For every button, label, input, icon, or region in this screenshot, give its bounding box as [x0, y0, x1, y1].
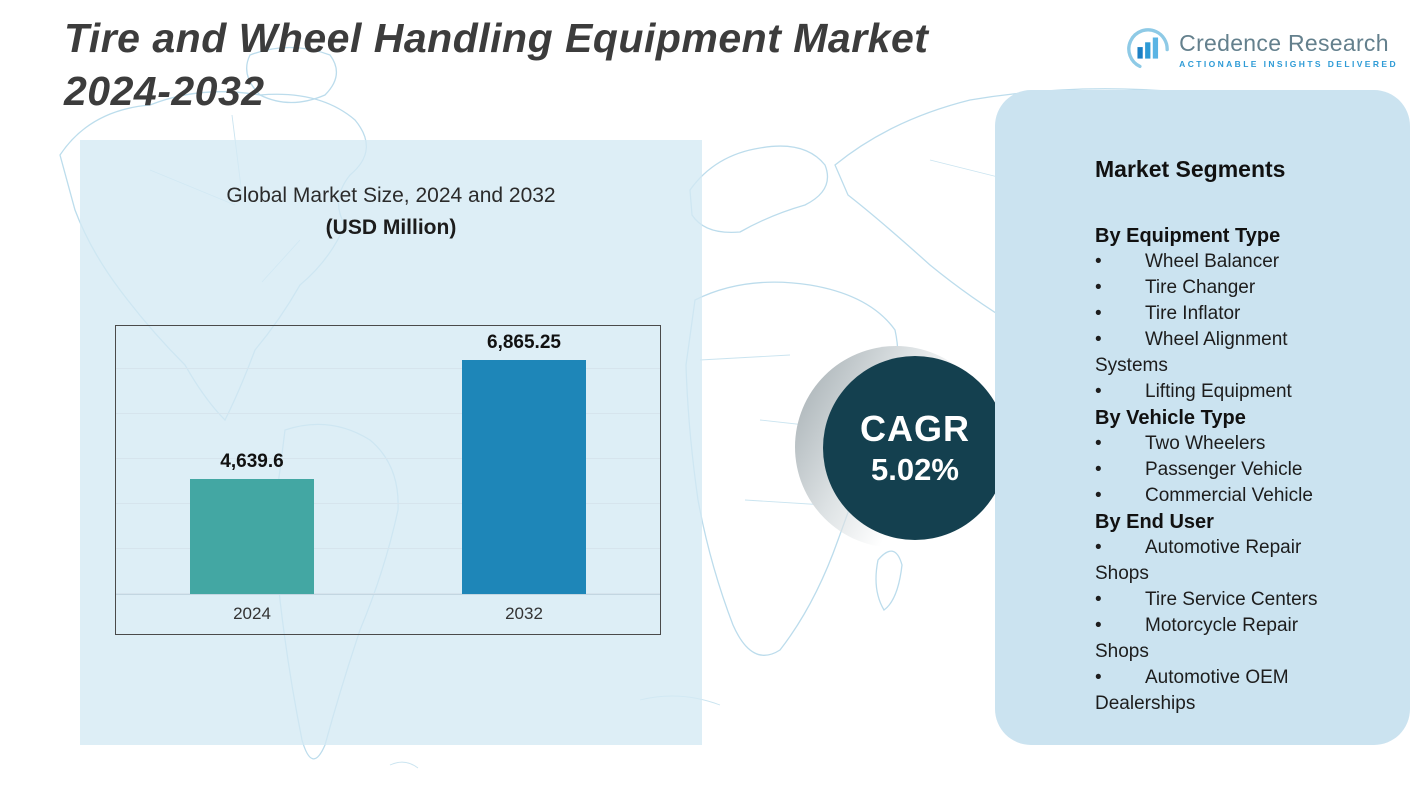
bar-chart: 4,639.6 6,865.25 2024 2032: [115, 325, 661, 635]
cagr-circle: CAGR 5.02%: [823, 356, 1007, 540]
bar-chart-x-axis: 2024 2032: [116, 595, 660, 633]
page-title-line1: Tire and Wheel Handling Equipment Market: [64, 15, 929, 61]
market-segments-panel: Market Segments By Equipment Type Wheel …: [995, 90, 1410, 745]
x-label-2032: 2032: [505, 604, 543, 623]
segment-item: Lifting Equipment: [1095, 379, 1352, 405]
segment-item: Two Wheelers: [1095, 431, 1352, 457]
cagr-badge: CAGR 5.02%: [795, 342, 1017, 564]
x-label-2024: 2024: [233, 604, 271, 623]
segment-item: Tire Changer: [1095, 275, 1352, 301]
bar-chart-plot-area: 4,639.6 6,865.25: [116, 326, 660, 595]
logo-tagline: Actionable Insights Delivered: [1179, 58, 1398, 69]
segment-group-title: By Equipment Type: [1095, 225, 1281, 247]
segment-item: Motorcycle Repair Shops: [1095, 613, 1352, 665]
segment-group-title: By End User: [1095, 511, 1214, 533]
segment-item: Passenger Vehicle: [1095, 457, 1352, 483]
page-title-line2: 2024-2032: [64, 68, 265, 115]
bar-value-2024: 4,639.6: [220, 451, 284, 473]
segment-list: Two Wheelers Passenger Vehicle Commercia…: [1095, 431, 1352, 509]
segment-item: Wheel Balancer: [1095, 249, 1352, 275]
bar-2032: [462, 360, 586, 594]
page-title: Tire and Wheel Handling Equipment Market…: [64, 12, 1104, 119]
cagr-label: CAGR: [860, 408, 970, 449]
bar-group-2024: 4,639.6: [190, 326, 314, 594]
bar-group-2032: 6,865.25: [462, 326, 586, 594]
segment-item: Automotive OEM Dealerships: [1095, 665, 1352, 717]
segments-heading: Market Segments: [1095, 156, 1286, 182]
segment-group-equipment-type: By Equipment Type Wheel Balancer Tire Ch…: [1095, 223, 1352, 405]
segment-item: Wheel Alignment Systems: [1095, 327, 1352, 379]
segment-item: Tire Inflator: [1095, 301, 1352, 327]
logo-text: Credence Research Actionable Insights De…: [1179, 30, 1398, 69]
cagr-value: 5.02%: [871, 452, 959, 487]
segment-group-vehicle-type: By Vehicle Type Two Wheelers Passenger V…: [1095, 405, 1352, 509]
bar-2024: [190, 479, 314, 594]
segment-list: Automotive Repair Shops Tire Service Cen…: [1095, 535, 1352, 717]
chart-panel: Global Market Size, 2024 and 2032 (USD M…: [80, 140, 702, 745]
bar-chart-logo-icon: [1127, 28, 1169, 70]
segment-item: Tire Service Centers: [1095, 587, 1352, 613]
segment-group-title: By Vehicle Type: [1095, 407, 1246, 429]
chart-subtitle: (USD Million): [325, 216, 457, 239]
segment-item: Automotive Repair Shops: [1095, 535, 1352, 587]
segment-item: Commercial Vehicle: [1095, 483, 1352, 509]
segment-list: Wheel Balancer Tire Changer Tire Inflato…: [1095, 249, 1352, 405]
logo-name: Credence Research: [1179, 29, 1389, 56]
segment-group-end-user: By End User Automotive Repair Shops Tire…: [1095, 509, 1352, 717]
credence-research-logo: Credence Research Actionable Insights De…: [1125, 26, 1398, 72]
chart-title: Global Market Size, 2024 and 2032: [226, 184, 556, 207]
bar-value-2032: 6,865.25: [487, 332, 561, 354]
